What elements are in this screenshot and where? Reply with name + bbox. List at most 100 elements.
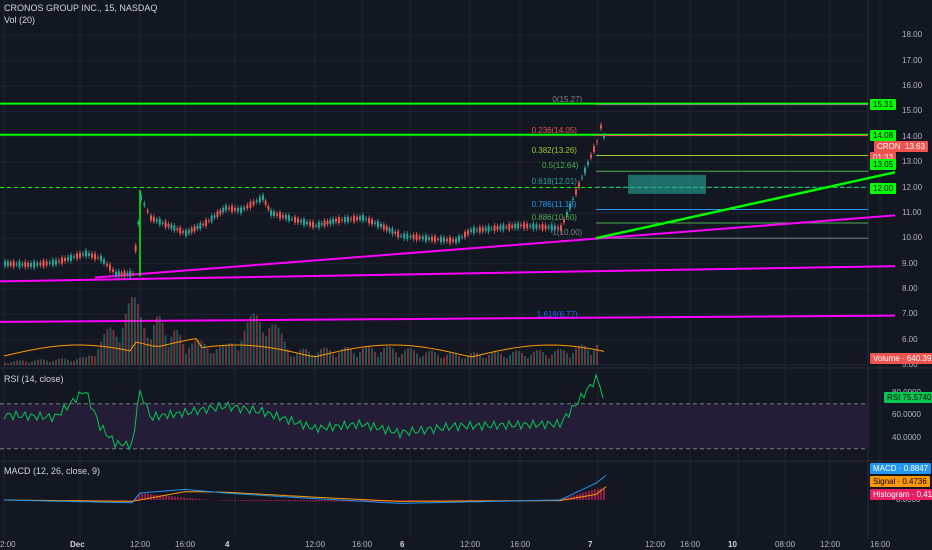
candle-body [418, 236, 421, 239]
candle-body [91, 253, 93, 258]
volume-bar [286, 349, 289, 365]
volume-bar [67, 359, 69, 365]
trend-line [0, 265, 896, 283]
volume-bar [356, 356, 358, 365]
candle-body [285, 215, 287, 220]
time-axis-label: 12:00 [645, 540, 666, 549]
candle-body [553, 225, 556, 230]
candle-body [329, 219, 332, 225]
volume-bar [440, 358, 442, 365]
candle-body [143, 203, 146, 206]
candle-body [126, 272, 129, 275]
candle-body [48, 262, 51, 264]
volume-bar [79, 357, 81, 365]
volume-bar [91, 355, 94, 365]
candle-body [303, 219, 305, 226]
volume-bar [512, 352, 514, 365]
volume-bar [167, 347, 170, 365]
volume-bar [173, 330, 176, 365]
volume-bar [249, 315, 252, 365]
volume-bar [530, 354, 532, 365]
volume-bar [212, 353, 215, 365]
volume-bar [293, 356, 295, 365]
candle-body [9, 262, 12, 266]
time-axis-label: 12:00 [820, 540, 841, 549]
volume-bar [124, 314, 127, 365]
volume-bar [176, 330, 179, 365]
volume-bar [554, 351, 556, 365]
candle-body [382, 224, 385, 230]
candle-body [67, 256, 69, 261]
volume-bar [221, 344, 224, 365]
volume-bar [383, 348, 385, 365]
candle-body [213, 215, 216, 218]
volume-bar [215, 349, 218, 365]
volume-bar [240, 340, 243, 365]
volume-bar [581, 344, 583, 365]
volume-bar [404, 350, 406, 365]
candle-body [70, 254, 72, 261]
candle-body [100, 255, 102, 262]
price-tick-label: 6.00 [902, 334, 918, 344]
volume-bar [228, 343, 231, 365]
price-tick-label: 13.00 [902, 157, 923, 167]
volume-bar [578, 345, 580, 365]
candle-body [415, 234, 418, 241]
volume-bar [359, 352, 361, 365]
price-tag-level: 15.31 [870, 98, 897, 110]
volume-bar [252, 313, 255, 365]
candle-body [514, 223, 517, 229]
volume-bar [497, 351, 499, 365]
volume-bar [283, 341, 286, 365]
candle-body [109, 264, 111, 271]
candle-body [252, 201, 255, 205]
candle-body [249, 201, 252, 208]
candle-body [535, 224, 538, 229]
volume-bar [527, 358, 529, 365]
volume-bar [401, 353, 403, 365]
candle-body [496, 226, 499, 230]
candle-body [219, 210, 222, 214]
volume-bar [182, 343, 185, 365]
macd-title[interactable]: MACD (12, 26, close, 9) [4, 466, 101, 476]
histogram-value-tag: Histogram · 0.4111 [870, 489, 932, 500]
candle-body [556, 227, 559, 229]
candle-body [88, 252, 90, 256]
volume-bar [140, 317, 142, 365]
rsi-line [3, 373, 604, 451]
volume-bar [94, 356, 97, 365]
candle-body [115, 271, 117, 276]
volume-bar [127, 303, 130, 365]
volume-bar [467, 355, 469, 365]
candle-body [240, 207, 242, 214]
candle-body [246, 205, 249, 209]
price-tick-label: 14.00 [902, 131, 923, 141]
candle-body [520, 224, 522, 227]
volume-bar [398, 357, 400, 365]
candle-body [409, 236, 412, 238]
candle-body [137, 221, 140, 225]
rsi-band [0, 403, 868, 449]
time-axis-label: 16:00 [680, 540, 701, 549]
volume-bar [121, 327, 124, 365]
volume-bar [458, 355, 460, 365]
volume-bar [150, 339, 152, 365]
candle-body [306, 221, 308, 225]
price-tick-label: 9.00 [902, 258, 918, 268]
candle-body [152, 216, 155, 222]
volume-bar [155, 316, 158, 365]
volume-bar [413, 350, 415, 365]
price-tag-level: 13.05 [870, 159, 897, 171]
rsi-title[interactable]: RSI (14, close) [4, 374, 64, 384]
volume-indicator-title[interactable]: Vol (20) [4, 15, 36, 25]
candle-body [508, 223, 511, 230]
candle-body [596, 141, 598, 143]
volume-bar [314, 356, 316, 365]
candle-body [161, 222, 164, 224]
candle-body [237, 207, 239, 212]
candle-body [205, 219, 207, 227]
candle-body [563, 219, 565, 223]
candle-body [6, 261, 9, 266]
candle-body [394, 231, 397, 234]
